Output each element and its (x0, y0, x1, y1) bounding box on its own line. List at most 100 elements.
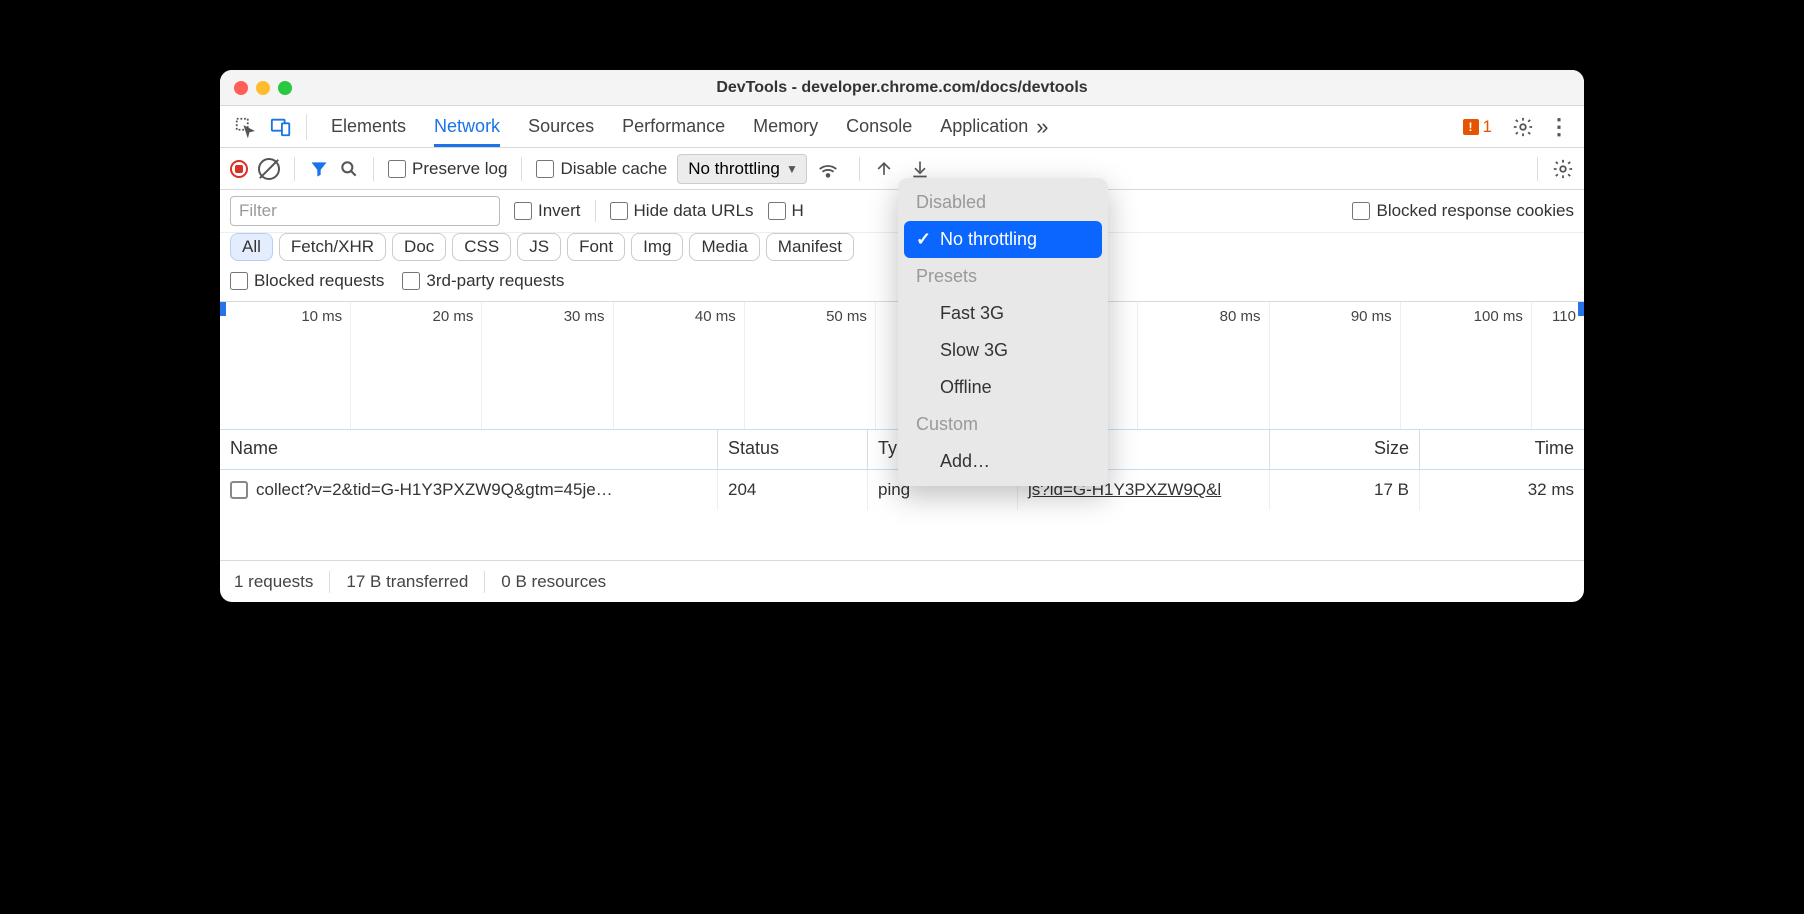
titlebar: DevTools - developer.chrome.com/docs/dev… (220, 70, 1584, 106)
filter-toggle-icon[interactable] (309, 159, 329, 179)
minimize-window-button[interactable] (256, 81, 270, 95)
panel-tabbar: Elements Network Sources Performance Mem… (220, 106, 1584, 148)
device-toolbar-icon[interactable] (264, 110, 298, 144)
pill-font[interactable]: Font (567, 233, 625, 261)
tick-label: 50 ms (826, 308, 867, 325)
record-button[interactable] (230, 160, 248, 178)
warning-icon: ! (1463, 119, 1479, 135)
dropdown-item-fast-3g[interactable]: Fast 3G (898, 295, 1108, 332)
tick-label: 10 ms (301, 308, 342, 325)
divider (294, 157, 295, 181)
tick-label: 40 ms (695, 308, 736, 325)
tab-console[interactable]: Console (846, 106, 912, 147)
tab-performance[interactable]: Performance (622, 106, 725, 147)
dropdown-disabled: Disabled (898, 184, 1108, 221)
inspect-element-icon[interactable] (228, 110, 262, 144)
third-party-checkbox[interactable]: 3rd-party requests (402, 271, 564, 291)
third-party-label: 3rd-party requests (426, 271, 564, 291)
tick-label: 90 ms (1351, 308, 1392, 325)
throttling-value: No throttling (688, 159, 780, 178)
pill-js[interactable]: JS (517, 233, 561, 261)
pill-media[interactable]: Media (689, 233, 759, 261)
pill-doc[interactable]: Doc (392, 233, 446, 261)
zoom-window-button[interactable] (278, 81, 292, 95)
hide-data-urls-label: Hide data URLs (634, 201, 754, 221)
column-status[interactable]: Status (718, 430, 868, 469)
hide-data-urls-checkbox[interactable]: Hide data URLs (610, 201, 754, 221)
tab-memory[interactable]: Memory (753, 106, 818, 147)
invert-checkbox[interactable]: Invert (514, 201, 581, 221)
clear-button[interactable] (258, 158, 280, 180)
blocked-response-cookies-label: Blocked response cookies (1376, 201, 1574, 221)
dropdown-item-add[interactable]: Add… (898, 443, 1108, 480)
tab-application[interactable]: Application (940, 106, 1028, 147)
resource-icon (230, 481, 248, 499)
cell-size: 17 B (1270, 470, 1420, 510)
request-name: collect?v=2&tid=G-H1Y3PXZW9Q&gtm=45je… (256, 480, 613, 500)
pill-manifest[interactable]: Manifest (766, 233, 854, 261)
invert-label: Invert (538, 201, 581, 221)
window-title: DevTools - developer.chrome.com/docs/dev… (220, 79, 1584, 97)
panel-tabs: Elements Network Sources Performance Mem… (331, 106, 1028, 147)
throttling-select[interactable]: No throttling ▼ (677, 154, 807, 184)
column-time[interactable]: Time (1420, 430, 1584, 469)
export-har-icon[interactable] (910, 159, 936, 179)
tab-network[interactable]: Network (434, 106, 500, 147)
tick-label: 30 ms (564, 308, 605, 325)
more-tabs-button[interactable]: » (1030, 114, 1050, 140)
tick-label: 110 (1552, 308, 1576, 325)
tab-sources[interactable]: Sources (528, 106, 594, 147)
pill-all[interactable]: All (230, 233, 273, 261)
tick-label: 100 ms (1474, 308, 1523, 325)
dropdown-header-presets: Presets (898, 258, 1108, 295)
issues-count: 1 (1483, 117, 1492, 137)
blocked-requests-label: Blocked requests (254, 271, 384, 291)
throttling-dropdown: Disabled No throttling Presets Fast 3G S… (898, 178, 1108, 486)
settings-icon[interactable] (1506, 110, 1540, 144)
divider (1537, 157, 1538, 181)
issues-badge[interactable]: ! 1 (1463, 117, 1492, 137)
cell-status: 204 (718, 470, 868, 510)
divider (373, 157, 374, 181)
tab-elements[interactable]: Elements (331, 106, 406, 147)
pill-img[interactable]: Img (631, 233, 683, 261)
preserve-log-checkbox[interactable]: Preserve log (388, 159, 507, 179)
pill-fetch-xhr[interactable]: Fetch/XHR (279, 233, 386, 261)
network-settings-icon[interactable] (1552, 158, 1574, 180)
cell-name: collect?v=2&tid=G-H1Y3PXZW9Q&gtm=45je… (220, 470, 718, 510)
more-icon[interactable]: ⋮ (1542, 110, 1576, 144)
hidden-checkbox-partial[interactable]: H (768, 201, 804, 221)
status-bar: 1 requests 17 B transferred 0 B resource… (220, 560, 1584, 602)
dropdown-header-custom: Custom (898, 406, 1108, 443)
disable-cache-checkbox[interactable]: Disable cache (536, 159, 667, 179)
dropdown-item-no-throttling[interactable]: No throttling (904, 221, 1102, 258)
status-requests: 1 requests (234, 572, 313, 592)
blocked-requests-checkbox[interactable]: Blocked requests (230, 271, 384, 291)
column-name[interactable]: Name (220, 430, 718, 469)
divider (484, 571, 485, 593)
disable-cache-label: Disable cache (560, 159, 667, 179)
filter-input[interactable] (230, 196, 500, 226)
dropdown-item-slow-3g[interactable]: Slow 3G (898, 332, 1108, 369)
pill-css[interactable]: CSS (452, 233, 511, 261)
divider (595, 200, 596, 222)
divider (329, 571, 330, 593)
chevron-down-icon: ▼ (786, 162, 798, 176)
devtools-window: DevTools - developer.chrome.com/docs/dev… (220, 70, 1584, 602)
status-resources: 0 B resources (501, 572, 606, 592)
search-icon[interactable] (339, 159, 359, 179)
column-size[interactable]: Size (1270, 430, 1420, 469)
preserve-log-label: Preserve log (412, 159, 507, 179)
import-har-icon[interactable] (874, 159, 900, 179)
status-transferred: 17 B transferred (346, 572, 468, 592)
close-window-button[interactable] (234, 81, 248, 95)
blocked-response-cookies-checkbox[interactable]: Blocked response cookies (1352, 201, 1574, 221)
tick-label: 20 ms (433, 308, 474, 325)
divider (521, 157, 522, 181)
traffic-lights (234, 81, 292, 95)
divider (306, 114, 307, 140)
dropdown-item-offline[interactable]: Offline (898, 369, 1108, 406)
cell-time: 32 ms (1420, 470, 1584, 510)
network-conditions-icon[interactable] (817, 158, 845, 180)
divider (859, 157, 860, 181)
